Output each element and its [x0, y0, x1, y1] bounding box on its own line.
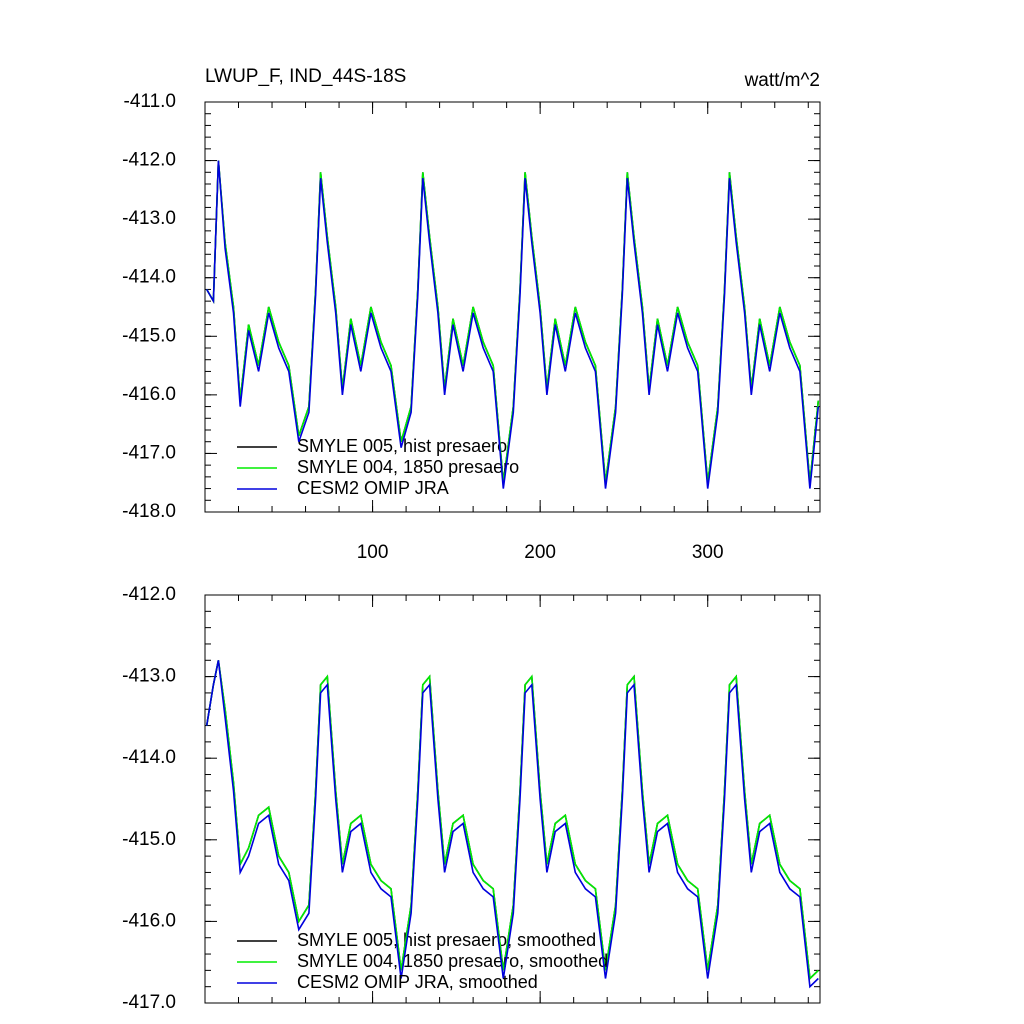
series-line — [206, 160, 820, 489]
legend-label: CESM2 OMIP JRA — [297, 478, 449, 498]
y-tick-label: -418.0 — [122, 501, 176, 522]
y-tick-label: -415.0 — [122, 325, 176, 346]
x-tick-label: 300 — [692, 542, 724, 563]
legend-label: CESM2 OMIP JRA, smoothed — [297, 972, 538, 992]
x-tick-label: 100 — [357, 542, 389, 563]
legend-label: SMYLE 004, 1850 presaero — [297, 457, 519, 477]
y-tick-label: -413.0 — [122, 208, 176, 229]
units-label: watt/m^2 — [744, 70, 820, 91]
y-tick-label: -416.0 — [122, 384, 176, 405]
y-tick-label: -411.0 — [124, 91, 176, 112]
y-tick-label: -417.0 — [122, 992, 176, 1013]
y-tick-label: -414.0 — [122, 747, 176, 768]
y-tick-label: -412.0 — [122, 150, 176, 171]
legend-label: SMYLE 004, 1850 presaero, smoothed — [297, 951, 608, 971]
y-tick-label: -417.0 — [122, 442, 176, 463]
plot-frame — [204, 101, 821, 513]
plot-frame — [204, 594, 821, 1004]
series-line — [205, 660, 819, 989]
y-tick-label: -412.0 — [122, 584, 176, 605]
chart-title: LWUP_F, IND_44S-18S — [205, 66, 406, 87]
legend-label: SMYLE 005, hist presaero, smoothed — [297, 930, 596, 950]
x-tick-label: 200 — [524, 542, 556, 563]
y-tick-label: -413.0 — [122, 666, 176, 687]
y-tick-label: -414.0 — [122, 267, 176, 288]
y-tick-label: -415.0 — [122, 829, 176, 850]
y-tick-label: -416.0 — [122, 910, 176, 931]
